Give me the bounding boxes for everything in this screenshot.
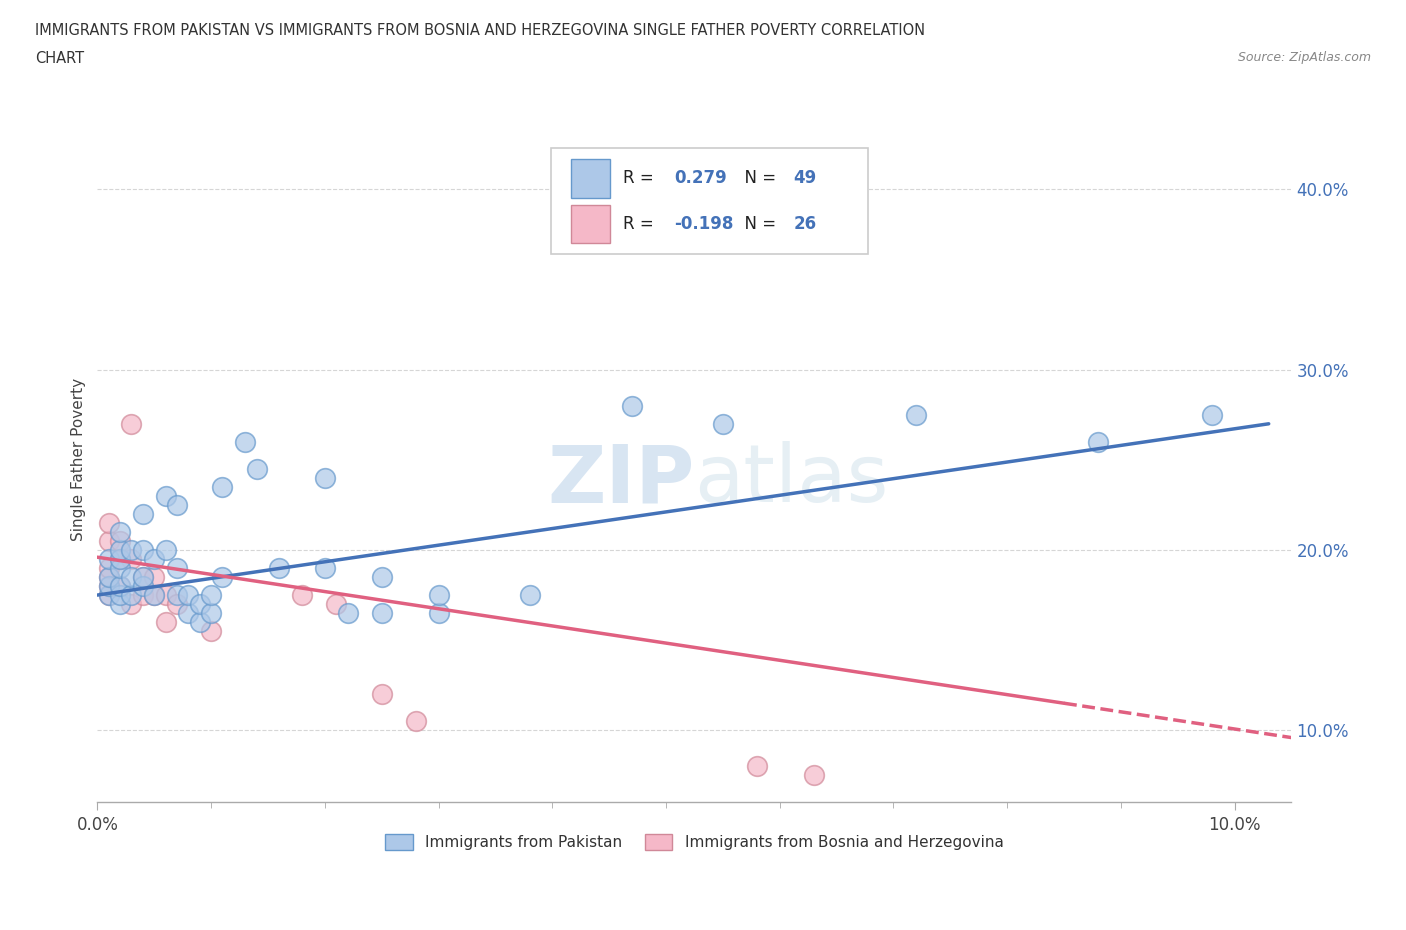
Text: ZIP: ZIP [547, 442, 695, 519]
Point [200, 624, 222, 639]
Point [155, 588, 177, 603]
Point [97, 578, 120, 593]
Point [370, 686, 392, 701]
Point [803, 768, 825, 783]
Point [121, 597, 143, 612]
Point [233, 434, 256, 449]
Point [370, 605, 392, 620]
Point [132, 578, 155, 593]
Point [108, 551, 131, 566]
Text: atlas: atlas [695, 442, 889, 519]
Point [108, 578, 131, 593]
Text: CHART: CHART [35, 51, 84, 66]
Point [132, 588, 155, 603]
Point [188, 597, 211, 612]
Point [132, 507, 155, 522]
Point [132, 569, 155, 584]
Point [336, 605, 359, 620]
Text: R =: R = [623, 215, 659, 233]
Point [200, 605, 222, 620]
Point [97, 588, 120, 603]
Point [519, 588, 541, 603]
Point [143, 569, 166, 584]
Point [188, 615, 211, 630]
Point [97, 569, 120, 584]
Point [132, 569, 155, 584]
Point [427, 588, 450, 603]
Text: N =: N = [734, 169, 782, 187]
Legend: Immigrants from Pakistan, Immigrants from Bosnia and Herzegovina: Immigrants from Pakistan, Immigrants fro… [380, 829, 1010, 857]
FancyBboxPatch shape [571, 205, 610, 244]
Point [166, 597, 188, 612]
Y-axis label: Single Father Poverty: Single Father Poverty [72, 379, 86, 541]
Point [620, 398, 643, 413]
Point [211, 480, 233, 495]
Text: 26: 26 [793, 215, 817, 233]
Point [166, 588, 188, 603]
Point [108, 525, 131, 539]
Point [108, 561, 131, 576]
Point [143, 551, 166, 566]
Point [1087, 434, 1109, 449]
Point [427, 605, 450, 620]
Point [97, 578, 120, 593]
Text: Source: ZipAtlas.com: Source: ZipAtlas.com [1237, 51, 1371, 64]
Point [745, 759, 768, 774]
Point [108, 534, 131, 549]
Point [143, 588, 166, 603]
FancyBboxPatch shape [551, 148, 868, 254]
Point [405, 714, 427, 729]
Point [97, 561, 120, 576]
Point [97, 515, 120, 530]
Point [97, 569, 120, 584]
Point [166, 561, 188, 576]
Point [291, 588, 314, 603]
Point [108, 542, 131, 557]
Point [121, 417, 143, 432]
Text: -0.198: -0.198 [673, 215, 734, 233]
Point [200, 588, 222, 603]
Point [155, 488, 177, 503]
Point [132, 542, 155, 557]
Point [143, 588, 166, 603]
Point [1201, 407, 1223, 422]
Point [108, 597, 131, 612]
Point [121, 569, 143, 584]
Point [121, 551, 143, 566]
Point [269, 561, 291, 576]
Point [155, 615, 177, 630]
Point [314, 561, 336, 576]
Point [314, 471, 336, 485]
Point [155, 542, 177, 557]
Text: 49: 49 [793, 169, 817, 187]
Point [108, 578, 131, 593]
Text: N =: N = [734, 215, 782, 233]
Point [97, 588, 120, 603]
Text: R =: R = [623, 169, 659, 187]
Point [121, 542, 143, 557]
Point [121, 588, 143, 603]
Point [711, 417, 734, 432]
FancyBboxPatch shape [571, 159, 610, 197]
Point [905, 407, 928, 422]
Point [166, 498, 188, 512]
Text: IMMIGRANTS FROM PAKISTAN VS IMMIGRANTS FROM BOSNIA AND HERZEGOVINA SINGLE FATHER: IMMIGRANTS FROM PAKISTAN VS IMMIGRANTS F… [35, 23, 925, 38]
Point [177, 605, 200, 620]
Point [245, 461, 267, 476]
Point [97, 534, 120, 549]
Text: 0.279: 0.279 [673, 169, 727, 187]
Point [370, 569, 392, 584]
Point [325, 597, 347, 612]
Point [97, 551, 120, 566]
Point [108, 551, 131, 566]
Point [108, 588, 131, 603]
Point [211, 569, 233, 584]
Point [177, 588, 200, 603]
